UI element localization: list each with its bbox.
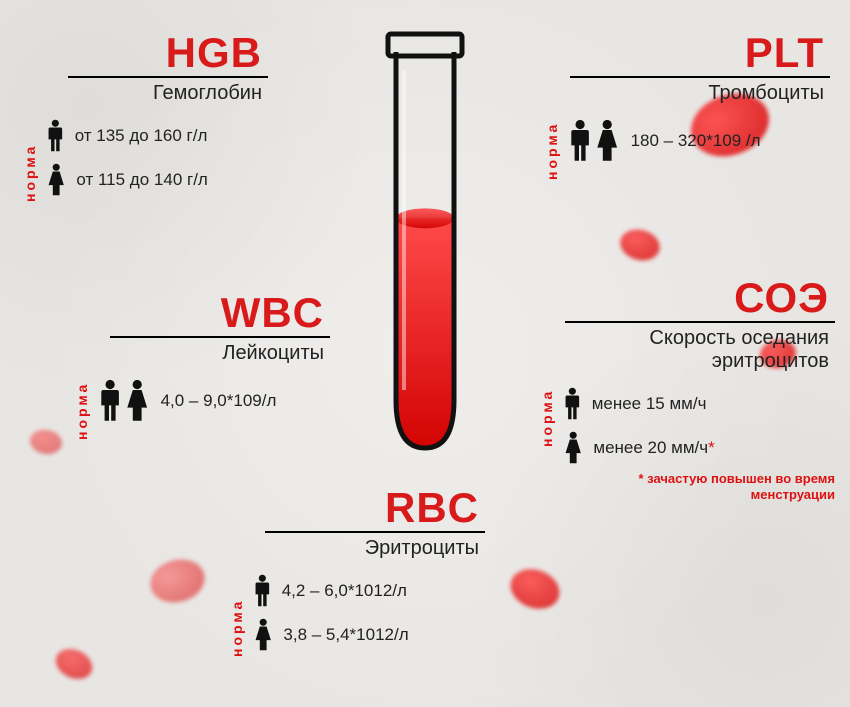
- norma-label: норма: [74, 380, 90, 440]
- rbc-subtitle: Эритроциты: [265, 537, 485, 560]
- value-text: 180 – 320*109 /л: [631, 131, 761, 151]
- male-icon: [568, 119, 592, 163]
- person-icons: [253, 618, 273, 652]
- rbc-abbr: RBC: [265, 485, 485, 533]
- wbc-rows: 4,0 – 9,0*109/л: [98, 379, 330, 423]
- soe-footnote: * зачастую повышен во время менструации: [565, 471, 835, 502]
- female-icon: [124, 379, 150, 423]
- plt-rows: 180 – 320*109 /л: [568, 119, 830, 163]
- value-text: от 115 до 140 г/л: [76, 170, 207, 190]
- person-icons: [46, 119, 65, 153]
- norma-label: норма: [539, 365, 555, 447]
- person-icons: [563, 387, 582, 421]
- blood-cell-icon: [28, 427, 64, 456]
- hgb-subtitle: Гемоглобин: [68, 82, 268, 105]
- person-icons: [563, 431, 583, 465]
- blood-cell-icon: [505, 563, 565, 616]
- value-text: менее 20 мм/ч*: [593, 438, 714, 458]
- blood-cell-icon: [51, 643, 97, 684]
- male-icon: [98, 379, 122, 423]
- footnote-star: *: [708, 438, 715, 457]
- value-row: менее 20 мм/ч*: [563, 431, 835, 465]
- blood-cell-icon: [146, 554, 210, 609]
- soe-block: СОЭ Скорость оседания эритроцитов норма …: [535, 275, 835, 502]
- wbc-subtitle: Лейкоциты: [110, 342, 330, 365]
- value-text: 4,0 – 9,0*109/л: [161, 391, 277, 411]
- blood-cell-icon: [617, 225, 663, 264]
- norma-label: норма: [22, 120, 38, 202]
- soe-rows: менее 15 мм/ч менее 20 мм/ч*: [563, 387, 835, 465]
- hgb-abbr: HGB: [68, 30, 268, 78]
- male-icon: [563, 387, 582, 421]
- hgb-rows: от 135 до 160 г/л от 115 до 140 г/л: [46, 119, 268, 197]
- female-icon: [253, 618, 273, 652]
- plt-subtitle: Тромбоциты: [570, 82, 830, 105]
- person-icons: [568, 119, 621, 163]
- rbc-rows: 4,2 – 6,0*1012/л 3,8 – 5,4*1012/л: [253, 574, 485, 652]
- value-row: от 115 до 140 г/л: [46, 163, 268, 197]
- hgb-block: HGB Гемоглобин норма от 135 до 160 г/л о…: [18, 30, 268, 197]
- plt-block: PLT Тромбоциты норма 180 – 320*109 /л: [540, 30, 830, 163]
- value-row: менее 15 мм/ч: [563, 387, 835, 421]
- value-row: 4,2 – 6,0*1012/л: [253, 574, 485, 608]
- wbc-abbr: WBC: [110, 290, 330, 338]
- female-icon: [563, 431, 583, 465]
- norma-label: норма: [229, 575, 245, 657]
- soe-subtitle: Скорость оседания эритроцитов: [565, 327, 835, 373]
- test-tube: [370, 30, 480, 460]
- value-row: 4,0 – 9,0*109/л: [98, 379, 330, 423]
- male-icon: [253, 574, 272, 608]
- value-text: менее 15 мм/ч: [592, 394, 707, 414]
- person-icons: [98, 379, 151, 423]
- male-icon: [46, 119, 65, 153]
- rbc-block: RBC Эритроциты норма 4,2 – 6,0*1012/л 3,…: [225, 485, 485, 652]
- female-icon: [594, 119, 620, 163]
- female-icon: [46, 163, 66, 197]
- value-text: от 135 до 160 г/л: [75, 126, 208, 146]
- value-row: 3,8 – 5,4*1012/л: [253, 618, 485, 652]
- value-row: 180 – 320*109 /л: [568, 119, 830, 163]
- value-text: 4,2 – 6,0*1012/л: [282, 581, 407, 601]
- wbc-block: WBC Лейкоциты норма 4,0 – 9,0*109/л: [70, 290, 330, 423]
- value-text: 3,8 – 5,4*1012/л: [283, 625, 408, 645]
- plt-abbr: PLT: [570, 30, 830, 78]
- norma-label: норма: [544, 120, 560, 180]
- value-row: от 135 до 160 г/л: [46, 119, 268, 153]
- person-icons: [253, 574, 272, 608]
- person-icons: [46, 163, 66, 197]
- soe-abbr: СОЭ: [565, 275, 835, 323]
